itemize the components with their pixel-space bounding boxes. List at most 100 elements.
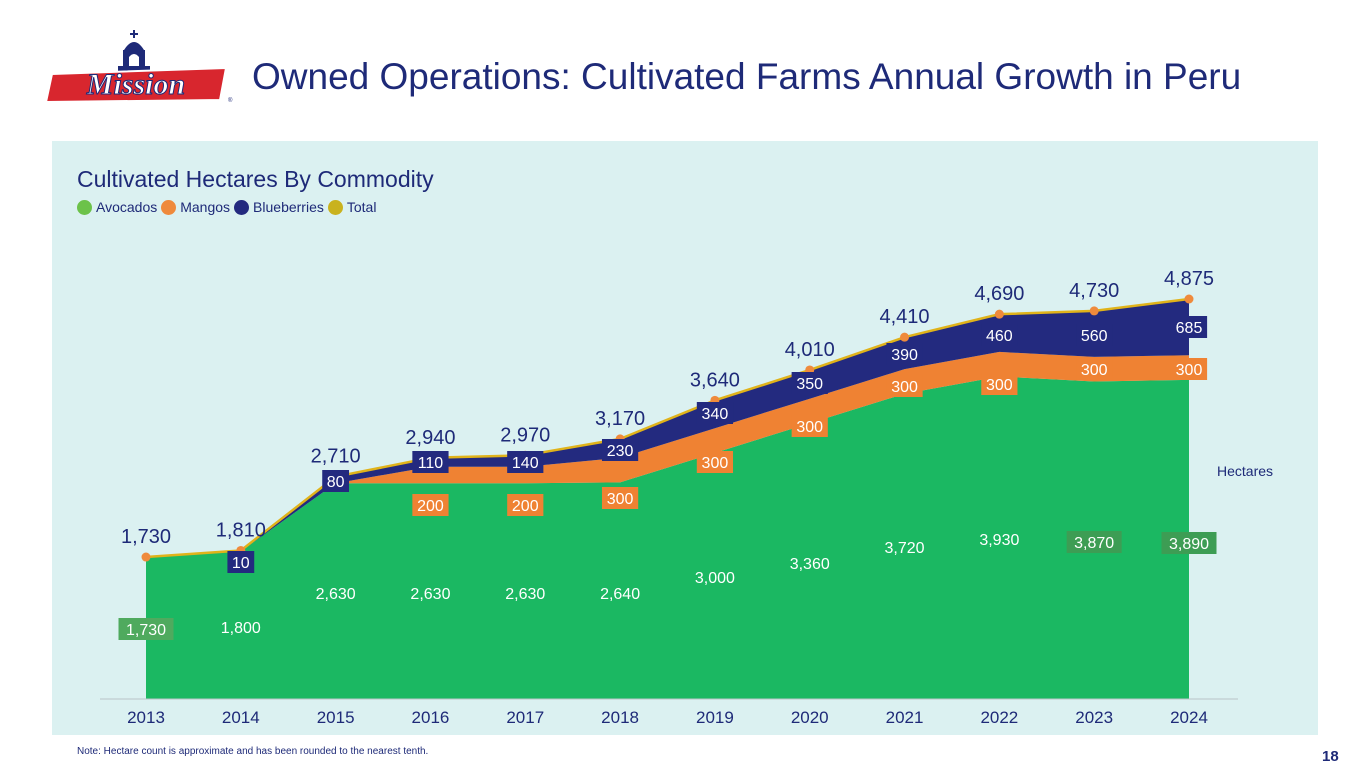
total-marker <box>900 332 910 342</box>
legend-swatch-avocados <box>77 199 92 215</box>
blueberries-data-label-box <box>227 551 255 573</box>
avocados-data-label: 3,360 <box>790 556 830 573</box>
total-marker <box>141 552 151 562</box>
blueberries-data-label: 340 <box>702 406 729 423</box>
legend-item-blueberries: Blueberries <box>234 199 324 215</box>
blueberries-data-label-box <box>322 470 350 492</box>
x-tick-label: 2024 <box>1170 708 1208 727</box>
blueberries-data-label-box <box>412 451 449 473</box>
mangos-data-label-box <box>601 487 639 509</box>
blueberries-data-label-box <box>1076 324 1113 346</box>
total-data-label: 4,875 <box>1164 268 1214 290</box>
total-data-label: 4,730 <box>1069 280 1119 302</box>
x-tick-label: 2014 <box>222 708 260 727</box>
blueberries-data-label: 140 <box>512 455 539 472</box>
avocados-data-label-box <box>118 618 174 640</box>
mangos-data-label: 300 <box>607 491 634 508</box>
total-data-label: 3,170 <box>595 408 645 430</box>
total-data-label: 1,730 <box>121 526 171 548</box>
mangos-area <box>146 351 1189 558</box>
total-data-label: 4,690 <box>974 283 1024 305</box>
mangos-data-label-box <box>1170 358 1208 380</box>
x-tick-label: 2015 <box>317 708 355 727</box>
legend-label-total: Total <box>346 199 377 215</box>
avocados-data-label: 3,930 <box>979 532 1019 549</box>
legend-item-avocados: Avocados <box>77 199 157 215</box>
page-title: Owned Operations: Cultivated Farms Annua… <box>252 56 1242 97</box>
blueberries-data-label: 230 <box>607 443 634 460</box>
svg-text:®: ® <box>228 97 233 104</box>
avocados-data-label: 3,870 <box>1074 535 1114 552</box>
chart-legend: Avocados Mangos Blueberries Total <box>77 199 380 215</box>
y-unit-label: Hectares <box>1217 463 1274 479</box>
mangos-data-label: 300 <box>1176 362 1203 379</box>
mangos-data-label-box <box>1076 358 1113 380</box>
total-data-label: 4,010 <box>785 339 835 361</box>
legend-label-blueberries: Blueberries <box>253 199 324 215</box>
avocados-data-label: 1,800 <box>221 620 261 637</box>
x-tick-label: 2017 <box>506 708 544 727</box>
logo-text: Mission <box>86 68 185 101</box>
blueberries-data-label-box <box>507 451 544 473</box>
avocados-data-label: 3,720 <box>885 540 925 557</box>
avocados-data-label: 2,630 <box>410 586 450 603</box>
x-tick-label: 2022 <box>980 708 1018 727</box>
legend-swatch-mangos <box>161 199 177 215</box>
x-tick-label: 2019 <box>696 708 734 727</box>
mangos-data-label-box <box>981 373 1018 395</box>
avocados-area <box>146 376 1189 699</box>
avocados-data-label: 3,890 <box>1169 536 1209 553</box>
mangos-data-label-box <box>886 375 923 397</box>
total-data-label: 2,710 <box>311 446 361 468</box>
page-number: 18 <box>1322 748 1339 765</box>
total-data-label: 1,810 <box>216 519 266 541</box>
avocados-data-label: 1,730 <box>126 622 166 639</box>
blueberries-data-label: 10 <box>232 555 250 572</box>
blueberries-data-label: 460 <box>986 328 1013 345</box>
blueberries-data-label: 350 <box>796 376 823 393</box>
total-line <box>145 297 1190 559</box>
mangos-data-label: 300 <box>1081 362 1108 379</box>
legend-swatch-blueberries <box>234 199 250 215</box>
x-tick-label: 2018 <box>601 708 639 727</box>
blueberries-data-label: 110 <box>418 455 444 472</box>
mangos-data-label: 300 <box>796 419 823 436</box>
blueberries-data-label-box <box>1170 316 1208 338</box>
chart-title: Cultivated Hectares By Commodity <box>77 166 434 192</box>
mangos-data-label-box <box>507 494 544 516</box>
mangos-data-label-box <box>791 415 828 437</box>
blueberries-data-label-box <box>791 372 828 394</box>
avocados-data-label: 3,000 <box>695 570 735 587</box>
bell-tower-icon <box>118 30 150 72</box>
blueberries-data-label-box <box>696 402 734 424</box>
mangos-data-label: 200 <box>417 498 444 515</box>
x-tick-label: 2023 <box>1075 708 1113 727</box>
blueberries-data-label: 80 <box>327 474 345 491</box>
avocados-data-label: 2,640 <box>600 586 640 603</box>
blueberries-data-label: 390 <box>891 347 918 364</box>
mangos-data-label: 300 <box>891 379 918 396</box>
mangos-data-label-box <box>412 494 449 516</box>
mission-logo: Mission ® <box>44 30 233 104</box>
mangos-data-label: 300 <box>986 377 1013 394</box>
x-tick-label: 2020 <box>791 708 829 727</box>
avocados-data-label: 2,630 <box>505 586 545 603</box>
avocados-data-label-box <box>1161 532 1217 554</box>
total-data-label: 2,970 <box>500 424 550 446</box>
total-marker <box>994 309 1004 319</box>
blueberries-data-label: 560 <box>1081 328 1108 345</box>
legend-item-mangos: Mangos <box>161 199 230 215</box>
blueberries-area <box>146 299 1189 558</box>
legend-swatch-total <box>327 199 343 215</box>
mangos-data-label-box <box>696 451 734 473</box>
total-data-label: 4,410 <box>880 306 930 328</box>
total-data-label: 2,940 <box>405 427 455 449</box>
blueberries-data-label: 685 <box>1176 320 1203 337</box>
avocados-data-label: 2,630 <box>316 586 356 603</box>
x-tick-label: 2016 <box>412 708 450 727</box>
total-marker <box>1184 294 1194 304</box>
mangos-data-label: 300 <box>702 455 729 472</box>
avocados-data-label-box <box>1066 531 1122 553</box>
legend-item-total: Total <box>327 199 377 215</box>
